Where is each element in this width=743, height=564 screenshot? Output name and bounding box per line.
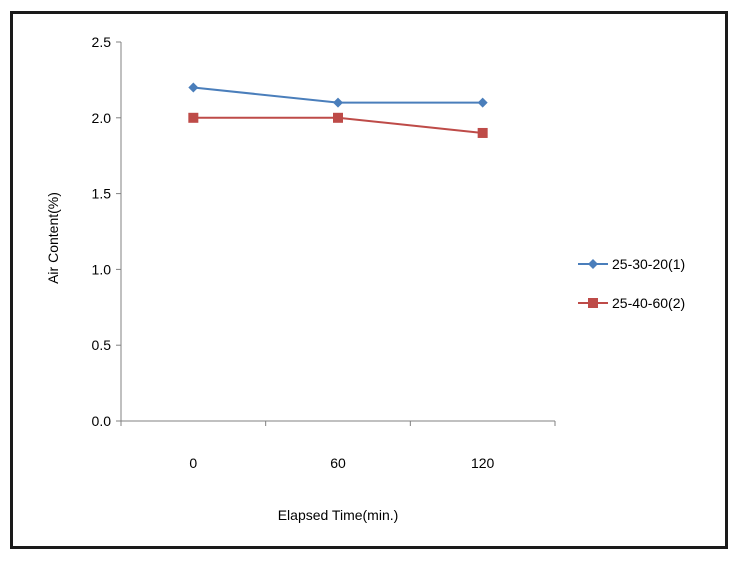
x-tick-label: 0 <box>189 455 197 471</box>
y-tick-label: 2.5 <box>92 34 112 50</box>
data-point <box>333 112 343 123</box>
legend: 25-30-20(1) 25-40-60(2) <box>578 256 685 311</box>
axes <box>120 42 555 422</box>
x-tick-label: 120 <box>471 455 495 471</box>
legend-marker <box>588 259 598 269</box>
data-point <box>477 97 488 108</box>
x-axis-ticks: 0 60 120 <box>120 421 556 471</box>
legend-item: 25-30-20(1) <box>578 256 685 272</box>
legend-label: 25-40-60(2) <box>612 295 685 311</box>
data-point <box>188 112 199 123</box>
series-1 <box>188 82 488 108</box>
y-tick-label: 2.0 <box>92 110 112 126</box>
x-axis-title: Elapsed Time(min.) <box>278 507 399 523</box>
series-2 <box>188 112 488 138</box>
series-layer <box>188 82 488 138</box>
legend-item: 25-40-60(2) <box>578 295 685 311</box>
y-axis-title: Air Content(%) <box>45 192 61 284</box>
y-tick-label: 1.5 <box>92 186 112 202</box>
chart-frame <box>10 11 728 549</box>
legend-label: 25-30-20(1) <box>612 256 685 272</box>
y-tick-label: 0.0 <box>92 413 112 429</box>
data-point <box>188 82 199 93</box>
y-tick-label: 1.0 <box>92 261 112 277</box>
y-tick-label: 0.5 <box>92 337 112 353</box>
data-point <box>477 127 488 138</box>
legend-marker <box>588 298 598 308</box>
x-tick-label: 60 <box>330 455 346 471</box>
data-point <box>333 97 343 108</box>
y-axis-ticks: 0.0 0.5 1.0 1.5 2.0 2.5 <box>92 34 121 429</box>
